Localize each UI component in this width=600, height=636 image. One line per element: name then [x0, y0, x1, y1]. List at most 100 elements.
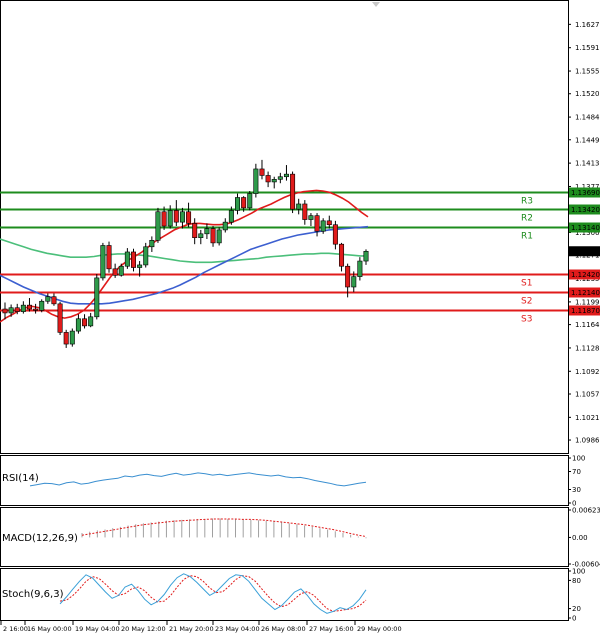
candle: [210, 226, 216, 247]
candle: [351, 271, 357, 293]
price-tick-label: 1.15200: [575, 90, 600, 98]
candle: [271, 176, 277, 189]
candle: [290, 171, 296, 214]
level-price-label: 1.13140: [571, 224, 600, 232]
candle-body: [228, 210, 234, 223]
rsi-tick-label: 30: [572, 486, 581, 494]
macd-tick-label: -0.00604: [572, 561, 600, 569]
candle-body: [265, 175, 271, 183]
candle-body: [39, 300, 45, 311]
candle-body: [149, 239, 155, 248]
price-tick-label: 1.10570: [575, 390, 600, 398]
level-name-s1: S1: [521, 279, 532, 289]
candle-body: [106, 245, 112, 270]
candle-body: [63, 332, 69, 345]
stoch-tick-label: 100: [572, 568, 585, 576]
candle: [320, 218, 326, 234]
candle-body: [253, 168, 259, 194]
candle: [302, 200, 308, 225]
candle: [63, 329, 69, 348]
macd-signal-line: [81, 518, 367, 537]
level-price-tag: [569, 269, 600, 280]
candle: [161, 206, 167, 230]
candle-body: [167, 210, 173, 227]
candle: [106, 241, 112, 273]
candle-body: [137, 264, 143, 268]
candle: [253, 163, 259, 198]
price-tick-label: 1.13770: [575, 183, 600, 191]
stoch-tick-label: 20: [572, 605, 581, 613]
candle: [326, 215, 332, 229]
candle-body: [210, 228, 216, 244]
scroll-marker-icon[interactable]: [372, 2, 380, 7]
level-price-label: 1.13420: [571, 206, 600, 214]
candle: [100, 242, 106, 281]
price-tick-label: 1.11990: [575, 298, 600, 306]
candle-body: [351, 276, 357, 288]
candle: [155, 207, 161, 243]
date-tick-label: 26 May 08:00: [261, 625, 306, 633]
level-price-label: 1.11870: [571, 307, 600, 315]
candle: [363, 249, 369, 265]
candle-body: [271, 179, 277, 183]
candle-body: [8, 307, 14, 314]
rsi-tick-label: 100: [572, 455, 585, 463]
candle: [357, 257, 363, 281]
date-tick-label: 27 May 16:00: [309, 625, 354, 633]
candle: [51, 293, 57, 306]
candle: [2, 302, 8, 320]
candle-body: [259, 168, 265, 176]
candle: [228, 206, 234, 225]
level-price-tag: [569, 305, 600, 316]
candle-body: [357, 260, 363, 277]
rsi-title: RSI(14): [2, 473, 39, 484]
candle: [112, 263, 118, 278]
stoch-signal-line: [59, 575, 367, 612]
candle: [339, 242, 345, 272]
candle-body: [345, 265, 351, 288]
candle: [143, 242, 149, 268]
rsi-panel-frame: [0, 455, 569, 506]
candle: [20, 301, 26, 314]
candle: [186, 202, 192, 228]
macd-tick-label: 0.006235: [572, 507, 600, 515]
candle: [345, 263, 351, 298]
candle-body: [130, 251, 136, 268]
candle: [265, 171, 271, 188]
candle-body: [363, 251, 369, 262]
price-tick-label: 1.11280: [575, 344, 600, 352]
candle-body: [339, 243, 345, 267]
price-tick-label: 1.14840: [575, 114, 600, 122]
candle: [26, 298, 32, 312]
level-price-tag: [569, 187, 600, 198]
candle: [8, 304, 14, 317]
candle-body: [283, 173, 289, 178]
stoch-tick-label: 0: [572, 615, 576, 623]
date-tick-label: 19 May 04:00: [75, 625, 120, 633]
level-name-s2: S2: [521, 297, 532, 307]
stoch-panel-frame: [0, 568, 569, 621]
price-tick-label: 1.10210: [575, 414, 600, 422]
candle-body: [161, 211, 167, 227]
candle: [332, 220, 338, 250]
candle-body: [179, 211, 185, 223]
candle: [235, 193, 241, 215]
stoch-main-line: [59, 573, 367, 614]
level-name-r1: R1: [521, 232, 533, 242]
candle-body: [247, 193, 253, 209]
candle-body: [112, 268, 118, 276]
candle-body: [173, 210, 179, 223]
level-price-tag: [569, 222, 600, 233]
candle: [296, 198, 302, 215]
candle: [192, 218, 198, 245]
candle-body: [320, 220, 326, 232]
level-price-tag: [569, 287, 600, 298]
candle-body: [69, 330, 75, 345]
price-tick-label: 1.16270: [575, 21, 600, 29]
candle: [259, 159, 265, 180]
candle-body: [100, 245, 106, 279]
candle-body: [14, 307, 20, 312]
